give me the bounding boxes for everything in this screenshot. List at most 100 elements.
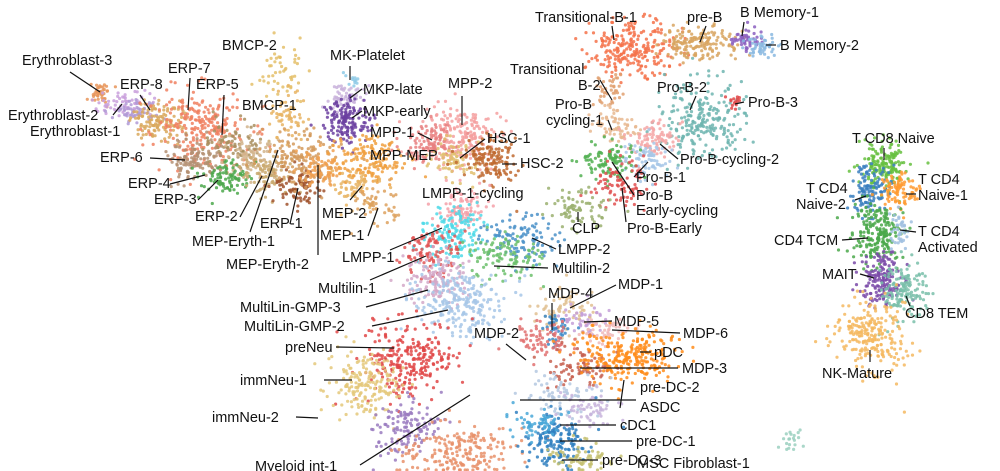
cell-point bbox=[384, 164, 388, 168]
cell-point bbox=[124, 102, 128, 106]
cell-point bbox=[450, 290, 454, 295]
cell-point bbox=[483, 163, 487, 167]
cell-point bbox=[560, 340, 564, 344]
cell-point bbox=[294, 120, 298, 124]
cell-point bbox=[411, 454, 415, 458]
cell-point bbox=[608, 358, 612, 362]
cell-point bbox=[130, 98, 134, 102]
cell-point bbox=[387, 207, 391, 211]
cell-point bbox=[647, 335, 652, 339]
cell-point bbox=[192, 155, 197, 159]
cell-point bbox=[352, 131, 356, 135]
cell-point bbox=[526, 230, 530, 235]
cell-point bbox=[446, 153, 450, 157]
cell-point bbox=[546, 332, 550, 336]
cell-point bbox=[297, 132, 301, 137]
cell-point bbox=[378, 385, 382, 389]
cell-point bbox=[417, 356, 421, 360]
cell-point bbox=[375, 123, 379, 127]
cell-point bbox=[433, 460, 437, 464]
cell-point bbox=[294, 149, 298, 153]
cell-point bbox=[441, 249, 445, 253]
cell-point bbox=[472, 433, 477, 437]
cell-point bbox=[352, 398, 356, 402]
cell-point bbox=[357, 359, 361, 363]
cell-point bbox=[588, 418, 592, 422]
cell-point bbox=[188, 117, 192, 122]
cell-point bbox=[636, 331, 640, 335]
cell-point bbox=[398, 468, 402, 471]
cell-point bbox=[441, 128, 446, 132]
cell-point bbox=[268, 122, 272, 126]
cell-point bbox=[252, 158, 256, 162]
cell-point bbox=[280, 149, 284, 153]
cell-point bbox=[294, 137, 298, 141]
cell-point bbox=[476, 445, 480, 449]
cell-point bbox=[192, 101, 196, 105]
cell-point bbox=[431, 273, 436, 277]
cell-point bbox=[425, 326, 429, 330]
cell-point bbox=[489, 436, 494, 440]
cell-point bbox=[226, 148, 230, 152]
cell-point bbox=[349, 152, 353, 156]
cell-point bbox=[448, 420, 452, 424]
cell-point bbox=[291, 187, 295, 191]
cell-point bbox=[357, 378, 361, 382]
cell-point bbox=[543, 374, 547, 378]
cell-point bbox=[355, 373, 359, 377]
cell-point bbox=[476, 247, 480, 251]
cell-point bbox=[228, 173, 232, 177]
cell-point bbox=[523, 460, 527, 464]
cell-point bbox=[384, 203, 388, 207]
cell-point bbox=[426, 280, 430, 284]
cell-point bbox=[601, 357, 606, 361]
cell-point bbox=[492, 168, 496, 172]
cell-point bbox=[333, 166, 337, 170]
cell-point bbox=[446, 162, 450, 166]
cell-point bbox=[408, 387, 412, 391]
cell-point bbox=[353, 97, 357, 101]
cell-point bbox=[469, 199, 473, 203]
cell-point bbox=[556, 388, 560, 393]
cell-point bbox=[344, 107, 348, 111]
cell-point bbox=[335, 104, 340, 108]
cell-point bbox=[428, 437, 432, 441]
cell-point bbox=[480, 142, 484, 146]
cell-point bbox=[456, 247, 460, 251]
cell-point bbox=[570, 369, 574, 373]
cell-point bbox=[286, 128, 290, 132]
cell-point bbox=[448, 134, 452, 138]
cell-point bbox=[524, 211, 528, 215]
cell-point bbox=[405, 278, 410, 282]
cell-point bbox=[405, 419, 409, 423]
cell-point bbox=[233, 123, 237, 128]
cell-point bbox=[252, 130, 256, 134]
cell-point bbox=[190, 97, 194, 101]
cell-point bbox=[262, 164, 266, 168]
cell-point bbox=[371, 207, 375, 211]
cell-point bbox=[371, 187, 375, 191]
cell-point bbox=[404, 376, 408, 380]
cell-point bbox=[498, 309, 502, 313]
cell-point bbox=[450, 276, 454, 280]
cell-point bbox=[636, 368, 640, 373]
cell-point bbox=[389, 381, 393, 385]
cell-point bbox=[428, 355, 432, 359]
cell-point bbox=[515, 209, 519, 213]
cell-point bbox=[347, 121, 351, 125]
cell-point bbox=[443, 442, 447, 446]
cell-point bbox=[331, 403, 335, 408]
cell-point bbox=[482, 314, 486, 318]
cell-point bbox=[366, 129, 370, 133]
cell-point bbox=[547, 312, 551, 316]
cluster-multilin-1 bbox=[395, 224, 467, 284]
cell-point bbox=[410, 407, 414, 411]
cell-point bbox=[556, 314, 561, 318]
cell-point bbox=[599, 375, 603, 379]
cell-point bbox=[447, 239, 451, 243]
cell-point bbox=[462, 312, 466, 316]
cell-point bbox=[470, 243, 475, 247]
cell-point bbox=[447, 273, 451, 277]
cell-point bbox=[598, 369, 602, 373]
cell-point bbox=[469, 295, 473, 299]
